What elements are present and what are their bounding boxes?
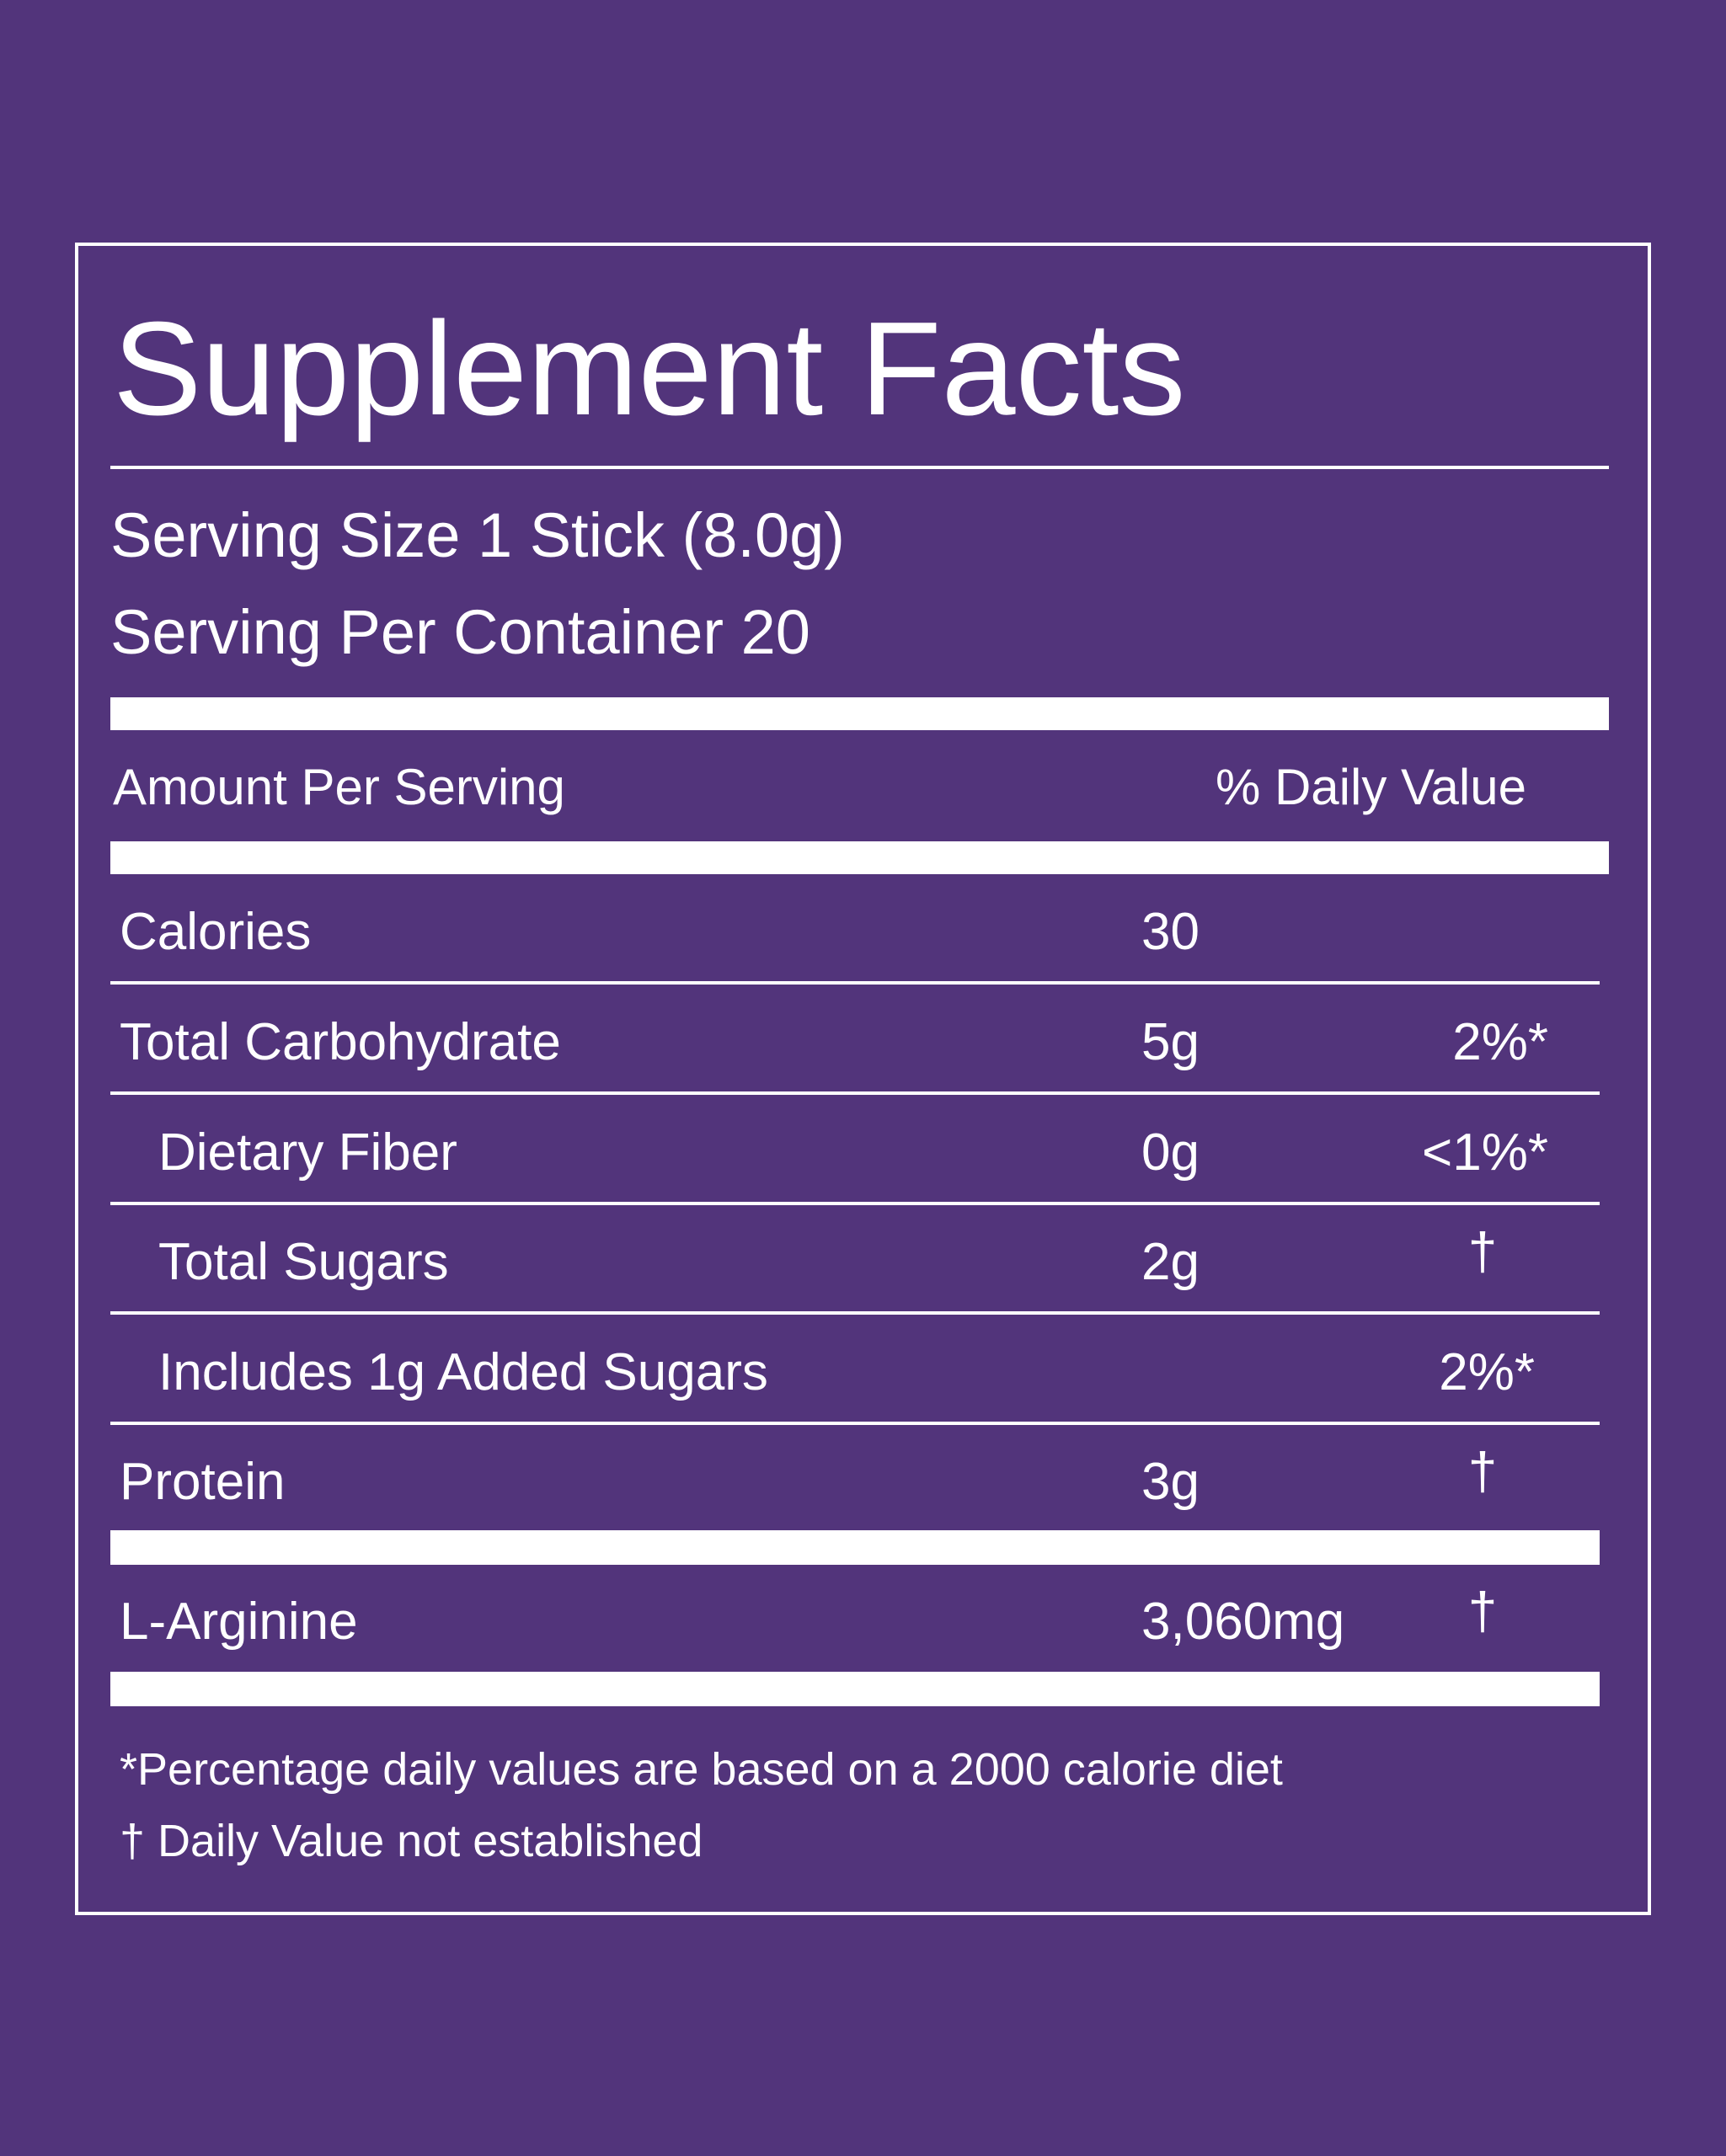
nutrient-name: Dietary Fiber <box>158 1123 457 1182</box>
label-border <box>75 243 1651 1915</box>
daily-value: † <box>1468 1582 1497 1641</box>
nutrient-name: Total Sugars <box>158 1233 449 1291</box>
daily-value: † <box>1468 1223 1497 1281</box>
divider <box>110 466 1609 469</box>
thick-divider <box>110 841 1609 874</box>
nutrient-amount: 5g <box>1141 1013 1200 1071</box>
title: Supplement Facts <box>113 295 1185 443</box>
row-divider <box>110 1422 1600 1425</box>
serving-size: Serving Size 1 Stick (8.0g) <box>110 500 845 570</box>
thick-divider <box>110 697 1609 730</box>
thick-divider <box>110 1672 1600 1706</box>
daily-value: 2%* <box>1452 1013 1548 1071</box>
nutrient-name: Total Carbohydrate <box>120 1013 561 1071</box>
nutrient-name: L-Arginine <box>120 1593 358 1651</box>
row-divider <box>110 981 1600 985</box>
rows: Calories 30 Total Carbohydrate 5g 2%* Dietary… <box>110 903 1600 1706</box>
nutrient-amount: 3,060mg <box>1141 1593 1344 1651</box>
nutrient-name: Includes 1g Added Sugars <box>158 1343 768 1401</box>
row-divider <box>110 1311 1600 1315</box>
daily-value: <1%* <box>1422 1123 1548 1182</box>
thick-divider <box>110 1530 1600 1565</box>
row-divider <box>110 1202 1600 1205</box>
footnote: *Percentage daily values are based on a … <box>120 1744 1283 1795</box>
column-header: % Daily Value <box>1216 759 1526 815</box>
nutrient-name: Calories <box>120 903 311 961</box>
daily-value: † <box>1468 1443 1497 1501</box>
column-header: Amount Per Serving <box>113 759 565 815</box>
daily-value: 2%* <box>1439 1343 1535 1401</box>
nutrient-amount: 30 <box>1141 903 1200 961</box>
nutrient-amount: 3g <box>1141 1453 1200 1511</box>
nutrient-name: Protein <box>120 1453 285 1511</box>
footnote: † Daily Value not established <box>120 1816 703 1866</box>
nutrient-amount: 2g <box>1141 1233 1200 1291</box>
nutrient-amount: 0g <box>1141 1123 1200 1182</box>
servings-per-container: Serving Per Container 20 <box>110 597 810 667</box>
row-divider <box>110 1091 1600 1095</box>
